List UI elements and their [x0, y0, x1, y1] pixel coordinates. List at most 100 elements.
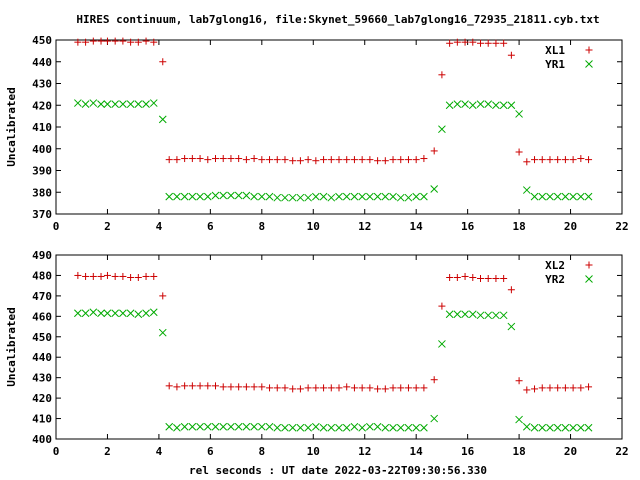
data-point: [366, 422, 374, 431]
data-point: [111, 100, 120, 109]
data-point: [181, 382, 189, 390]
data-point: [311, 422, 320, 431]
x-tick-label: 2: [104, 220, 111, 233]
data-point: [227, 383, 235, 391]
data-point: [420, 423, 428, 432]
x-tick-label: 14: [410, 445, 424, 458]
data-point: [180, 422, 189, 431]
data-point: [389, 192, 397, 201]
data-point: [165, 192, 174, 201]
data-point: [577, 384, 585, 392]
data-point: [134, 310, 143, 319]
data-point: [412, 192, 421, 201]
data-point: [304, 384, 312, 392]
data-point: [288, 193, 297, 202]
y-tick-label: 440: [32, 351, 52, 364]
data-point: [420, 155, 428, 163]
data-point: [82, 38, 90, 46]
y-tick-label: 410: [32, 121, 52, 134]
data-point: [257, 422, 266, 431]
data-point: [389, 156, 397, 164]
data-point: [492, 275, 500, 283]
x-tick-label: 6: [207, 220, 214, 233]
data-point: [492, 311, 500, 320]
data-point: [430, 147, 438, 155]
data-point: [569, 156, 577, 164]
x-tick-label: 8: [259, 445, 266, 458]
data-point: [492, 39, 500, 47]
data-point: [258, 383, 266, 391]
y-tick-label: 430: [32, 372, 52, 385]
data-point: [103, 37, 111, 45]
data-point: [523, 158, 531, 166]
data-point: [404, 156, 412, 164]
data-point: [273, 423, 282, 432]
data-point: [173, 192, 181, 201]
data-point: [358, 384, 366, 392]
x-tick-label: 6: [207, 445, 214, 458]
data-point: [412, 156, 420, 164]
data-point: [188, 422, 197, 431]
y-tick-label: 450: [32, 331, 52, 344]
data-point: [158, 115, 167, 124]
y-axis-label: Uncalibrated: [5, 307, 18, 386]
data-point: [381, 385, 389, 393]
data-point: [476, 311, 485, 320]
data-point: [358, 156, 366, 164]
data-point: [469, 38, 477, 46]
data-point: [196, 155, 204, 163]
data-point: [227, 191, 235, 200]
data-point: [404, 193, 413, 202]
y-tick-label: 370: [32, 208, 52, 221]
data-point: [81, 100, 90, 109]
data-point: [319, 423, 328, 432]
x-tick-label: 22: [615, 445, 628, 458]
data-point: [507, 322, 516, 331]
data-point: [484, 39, 492, 47]
x-tick-label: 16: [461, 445, 475, 458]
data-point: [97, 272, 105, 280]
data-point: [445, 101, 454, 110]
data-point: [165, 422, 174, 431]
data-point: [212, 382, 220, 390]
data-point: [312, 157, 320, 165]
legend-label: XL1: [545, 44, 565, 57]
data-point: [446, 273, 454, 281]
data-point: [366, 384, 374, 392]
data-point: [188, 192, 197, 201]
data-point: [304, 193, 312, 202]
data-point: [585, 383, 593, 391]
data-point: [212, 155, 220, 163]
x-tick-label: 10: [307, 445, 320, 458]
data-point: [74, 99, 82, 107]
data-point: [196, 382, 204, 390]
data-point: [242, 422, 251, 431]
x-tick-label: 22: [615, 220, 628, 233]
data-point: [522, 186, 531, 194]
data-point: [577, 155, 585, 163]
data-point: [242, 191, 251, 200]
x-tick-label: 12: [358, 220, 371, 233]
data-point: [150, 272, 158, 280]
data-point: [134, 273, 142, 281]
data-point: [507, 101, 516, 110]
data-point: [250, 383, 258, 391]
data-point: [219, 155, 227, 163]
data-point: [381, 423, 390, 432]
data-point: [546, 384, 554, 392]
series-YR1: [74, 99, 593, 202]
data-point: [296, 423, 305, 432]
data-point: [438, 71, 446, 79]
data-point: [561, 156, 569, 164]
data-point: [373, 192, 382, 201]
x-tick-label: 0: [53, 220, 60, 233]
x-tick-label: 2: [104, 445, 111, 458]
x-tick-label: 20: [564, 220, 577, 233]
data-point: [97, 100, 105, 109]
data-point: [89, 37, 97, 45]
data-point: [227, 422, 235, 431]
data-point: [296, 193, 305, 202]
data-point: [173, 423, 181, 432]
